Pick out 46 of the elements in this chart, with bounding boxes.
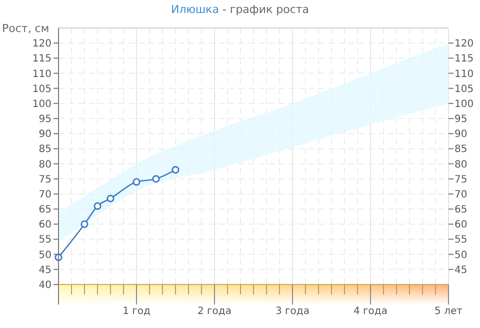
- y-tick-label: 115: [32, 54, 52, 65]
- y-tick-label: 55: [38, 234, 52, 246]
- y-tick-label: 65: [38, 204, 52, 216]
- y2-tick-label: 120: [454, 38, 474, 50]
- y2-tick-label: 105: [454, 84, 474, 95]
- y2-tick-label: 80: [454, 159, 468, 170]
- x-tick-label: 1 год: [122, 306, 150, 317]
- y-tick-label: 70: [38, 189, 52, 200]
- y2-tick-label: 75: [454, 174, 468, 186]
- y2-tick-label: 50: [454, 250, 468, 261]
- y2-tick-label: 95: [454, 114, 468, 126]
- y2-tick-label: 70: [454, 189, 468, 200]
- y-tick-label: 40: [38, 280, 52, 291]
- y2-tick-label: 60: [454, 220, 468, 231]
- x-tick-label: 4 года: [354, 306, 388, 317]
- chart-title: Илюшка - график роста: [170, 3, 310, 16]
- point: [94, 202, 102, 210]
- x-tick-label: 5 лет: [434, 306, 463, 317]
- y-tick-label: 45: [38, 264, 52, 276]
- y2-tick-label: 45: [454, 264, 468, 276]
- y2-tick-label: 55: [454, 234, 468, 246]
- y2-tick-label: 65: [454, 204, 468, 216]
- y-tick-label: 60: [38, 220, 52, 231]
- y-tick-label: 85: [38, 144, 52, 156]
- point: [172, 166, 180, 174]
- y2-tick-label: 110: [454, 68, 474, 80]
- x-tick-label: 2 года: [198, 306, 232, 317]
- y2-tick-label: 100: [454, 98, 474, 110]
- x-tick-label: 3 года: [276, 306, 310, 317]
- y2-tick-label: 85: [454, 144, 468, 156]
- y-axis-title: Рост, см: [2, 22, 50, 35]
- y-tick-label: 100: [32, 98, 52, 110]
- y-tick-label: 80: [38, 159, 52, 170]
- point: [132, 178, 140, 186]
- y-tick-label: 95: [38, 114, 52, 126]
- y2-tick-label: 90: [454, 129, 468, 140]
- y-tick-label: 110: [32, 68, 52, 80]
- y-tick-label: 50: [38, 250, 52, 261]
- point: [106, 194, 114, 202]
- y-tick-label: 75: [38, 174, 52, 186]
- y-tick-label: 105: [32, 84, 52, 95]
- y-tick-label: 90: [38, 129, 52, 140]
- point: [80, 220, 88, 228]
- y2-tick-label: 115: [454, 54, 474, 65]
- point: [152, 175, 160, 183]
- y-tick-label: 120: [32, 38, 52, 50]
